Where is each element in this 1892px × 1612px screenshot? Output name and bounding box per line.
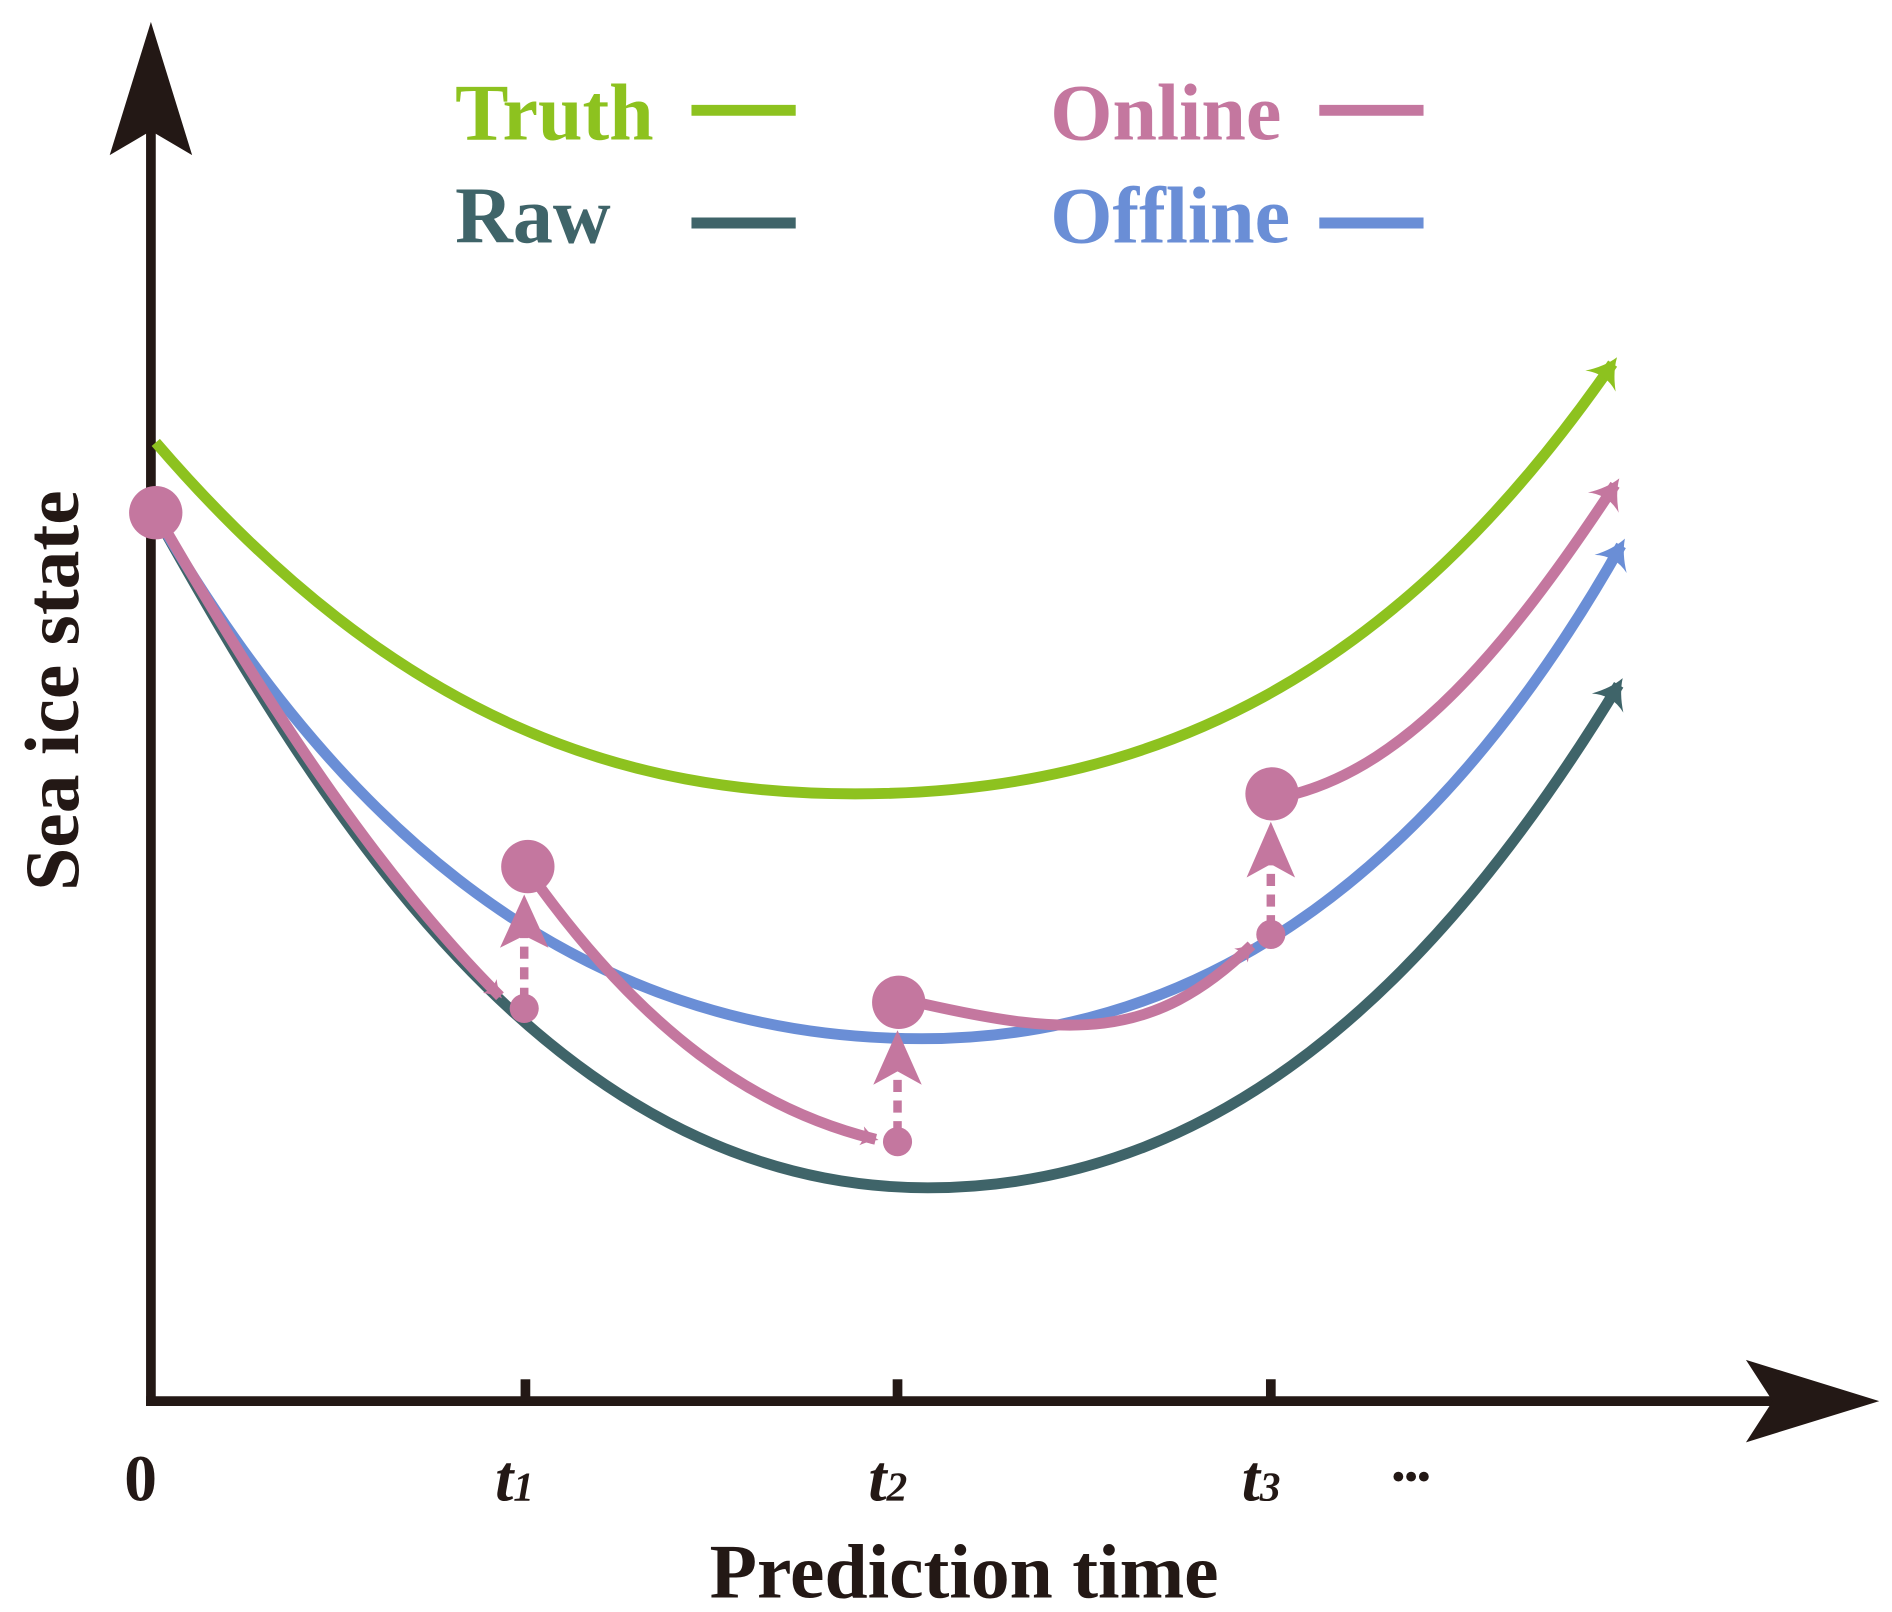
tick-label-t3: t3 xyxy=(1242,1443,1281,1515)
forecast-dot-t3 xyxy=(1256,919,1286,950)
legend-truth-label: Truth xyxy=(455,69,654,157)
correction-arrow-icon xyxy=(499,894,549,948)
y-axis-arrow-icon xyxy=(109,21,193,156)
origin-label: 0 xyxy=(124,1443,157,1515)
tick-label-t2: t2 xyxy=(868,1443,907,1515)
online-segment-3 xyxy=(920,941,1256,1031)
online-segment-1 xyxy=(151,509,504,1001)
online-segment-4 xyxy=(1293,478,1620,800)
y-axis-label: Sea ice state xyxy=(9,490,95,891)
online-path xyxy=(129,478,1620,1157)
legend-raw-label: Raw xyxy=(455,172,611,260)
x-axis-label: Prediction time xyxy=(710,1528,1219,1612)
assimilated-dot-t2 xyxy=(872,975,926,1030)
forecast-dot-t2 xyxy=(882,1127,913,1157)
tick-label-t1: t1 xyxy=(495,1443,534,1515)
assimilated-dot-t3 xyxy=(1245,767,1299,821)
legend-online-label: Online xyxy=(1050,69,1281,157)
correction-arrow-icon xyxy=(1246,821,1296,878)
legend: Truth Raw Online Offline xyxy=(455,69,1424,260)
legend-offline-label: Offline xyxy=(1050,172,1290,260)
x-axis-arrow-icon xyxy=(1745,1359,1880,1443)
online-segment-2 xyxy=(529,875,879,1146)
assimilated-dot-t1 xyxy=(501,839,555,894)
initial-state-dot xyxy=(129,486,183,540)
axes xyxy=(109,21,1880,1443)
correction-arrow-icon xyxy=(873,1030,922,1085)
tick-ellipsis: ••• xyxy=(1392,1456,1430,1496)
offline-curve xyxy=(151,512,1627,1045)
truth-curve xyxy=(151,357,1618,800)
forecast-dot-t1 xyxy=(509,993,539,1023)
